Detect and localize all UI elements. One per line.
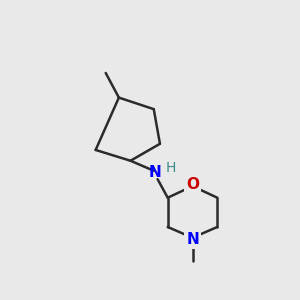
Text: N: N (186, 232, 199, 247)
Text: O: O (186, 177, 199, 192)
Text: N: N (149, 165, 162, 180)
Text: H: H (166, 161, 176, 176)
